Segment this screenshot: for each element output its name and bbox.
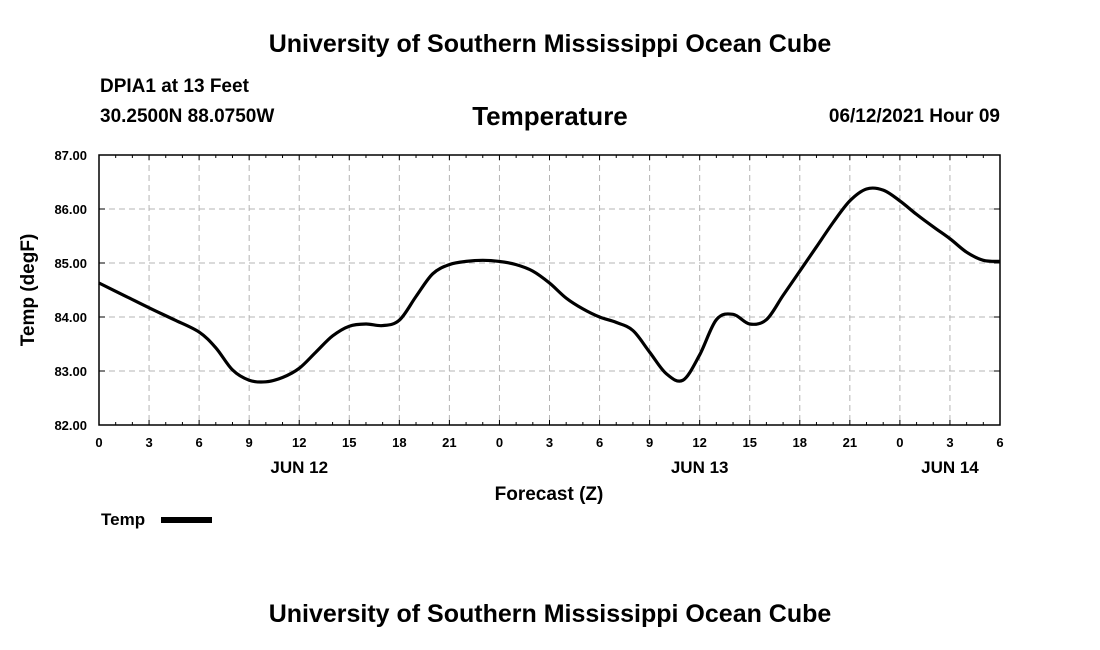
x-tick-label: 12 <box>692 435 706 450</box>
x-tick-label: 0 <box>95 435 102 450</box>
x-tick-label: 3 <box>145 435 152 450</box>
x-tick-label: 18 <box>793 435 807 450</box>
y-tick-label: 86.00 <box>54 202 87 217</box>
x-tick-label: 21 <box>843 435 857 450</box>
y-tick-label: 87.00 <box>54 148 87 163</box>
x-tick-label: 0 <box>496 435 503 450</box>
x-tick-label: 18 <box>392 435 406 450</box>
footer-organization-title: University of Southern Mississippi Ocean… <box>268 600 832 628</box>
x-tick-label: 21 <box>442 435 456 450</box>
station-coordinates: 30.2500N 88.0750W <box>100 106 275 127</box>
x-tick-label: 6 <box>596 435 603 450</box>
day-label: JUN 13 <box>671 458 729 477</box>
legend: Temp <box>101 510 212 529</box>
x-tick-label: 0 <box>896 435 903 450</box>
day-label: JUN 12 <box>270 458 328 477</box>
y-tick-label: 83.00 <box>54 364 87 379</box>
x-tick-label: 3 <box>546 435 553 450</box>
station-label: DPIA1 at 13 Feet <box>100 76 249 97</box>
x-axis-label: Forecast (Z) <box>495 484 604 505</box>
x-tick-label: 12 <box>292 435 306 450</box>
x-tick-label: 15 <box>342 435 356 450</box>
x-tick-label: 6 <box>195 435 202 450</box>
x-tick-label: 15 <box>742 435 756 450</box>
day-label: JUN 14 <box>921 458 979 477</box>
y-axis-label: Temp (degF) <box>18 234 39 347</box>
chart-title: Temperature <box>472 101 628 131</box>
y-tick-label: 85.00 <box>54 256 87 271</box>
organization-title: University of Southern Mississippi Ocean… <box>268 30 832 58</box>
x-tick-label: 9 <box>246 435 253 450</box>
forecast-datetime: 06/12/2021 Hour 09 <box>828 106 1000 127</box>
legend-label-temp: Temp <box>101 510 145 529</box>
y-tick-label: 82.00 <box>54 418 87 433</box>
series-line-temp <box>98 186 1001 384</box>
x-tick-label: 9 <box>646 435 653 450</box>
x-tick-label: 6 <box>996 435 1003 450</box>
y-tick-label: 84.00 <box>54 310 87 325</box>
x-tick-label: 3 <box>946 435 953 450</box>
